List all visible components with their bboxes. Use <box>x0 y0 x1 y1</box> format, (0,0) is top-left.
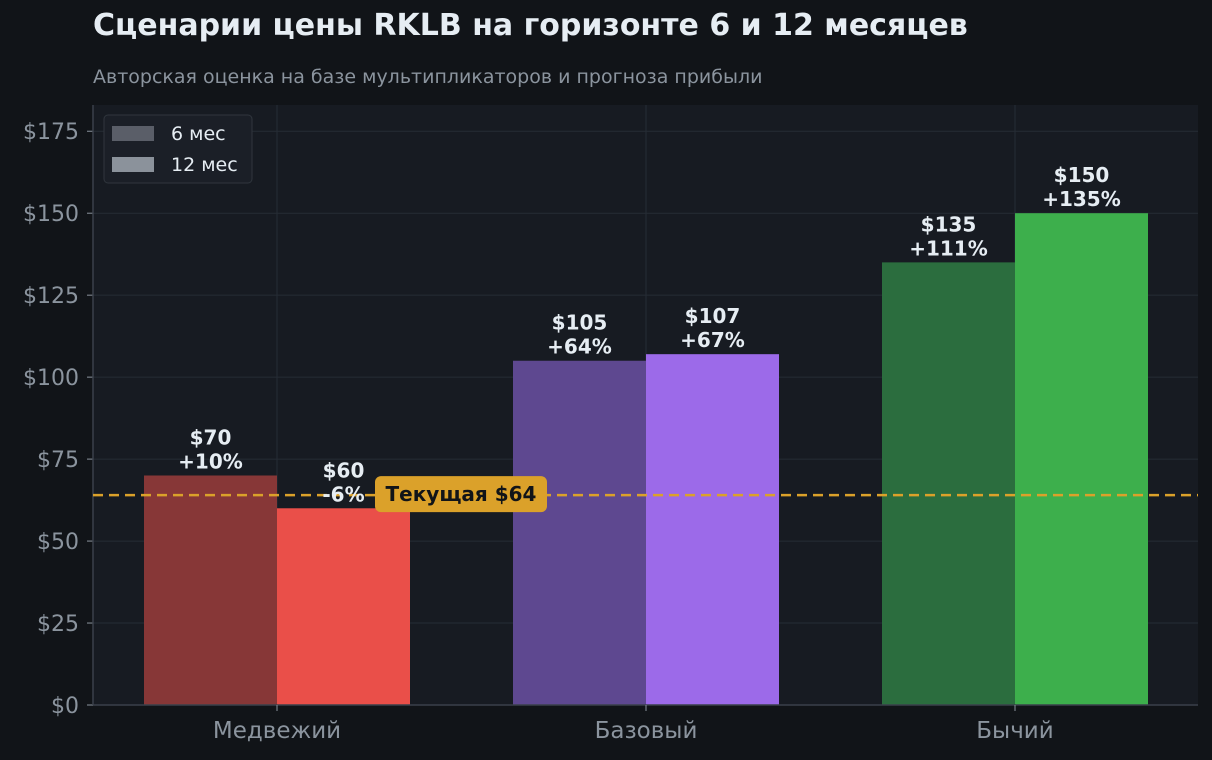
chart-title: Сценарии цены RKLB на горизонте 6 и 12 м… <box>93 8 968 43</box>
bar-6m-2 <box>882 262 1015 705</box>
current-price-label: Текущая $64 <box>386 482 537 506</box>
legend-label: 12 мес <box>171 154 238 176</box>
x-tick-label: Базовый <box>595 718 698 744</box>
y-tick-label: $100 <box>23 366 79 391</box>
bar-value-label: $135 <box>921 212 977 236</box>
y-tick-label: $75 <box>37 448 79 473</box>
legend-swatch <box>112 126 154 141</box>
y-tick-label: $150 <box>23 202 79 227</box>
y-tick-label: $125 <box>23 284 79 309</box>
bar-change-label: +10% <box>178 449 243 473</box>
bar-12m-2 <box>1015 213 1148 705</box>
bar-change-label: +111% <box>909 236 988 260</box>
y-tick-label: $175 <box>23 120 79 145</box>
bar-value-label: $107 <box>685 304 741 328</box>
bar-value-label: $150 <box>1054 163 1110 187</box>
y-tick-label: $25 <box>37 612 79 637</box>
bar-6m-0 <box>144 475 277 705</box>
bar-change-label: -6% <box>322 482 364 506</box>
y-tick-label: $0 <box>51 694 79 719</box>
bar-value-label: $70 <box>190 425 232 449</box>
bar-change-label: +64% <box>547 335 612 359</box>
x-tick-label: Бычий <box>976 718 1053 744</box>
x-tick-label: Медвежий <box>213 718 341 744</box>
bar-value-label: $105 <box>552 311 608 335</box>
current-price-badge <box>375 476 547 513</box>
bar-change-label: +67% <box>680 328 745 352</box>
bar-12m-0 <box>277 508 410 705</box>
chart-subtitle: Авторская оценка на базе мультипликаторо… <box>93 66 763 88</box>
legend-label: 6 мес <box>171 123 226 145</box>
bar-6m-1 <box>513 360 646 705</box>
y-tick-label: $50 <box>37 530 79 555</box>
bar-12m-1 <box>646 354 779 705</box>
bar-value-label: $60 <box>323 458 365 482</box>
bar-change-label: +135% <box>1042 187 1121 211</box>
legend-swatch <box>112 157 154 172</box>
